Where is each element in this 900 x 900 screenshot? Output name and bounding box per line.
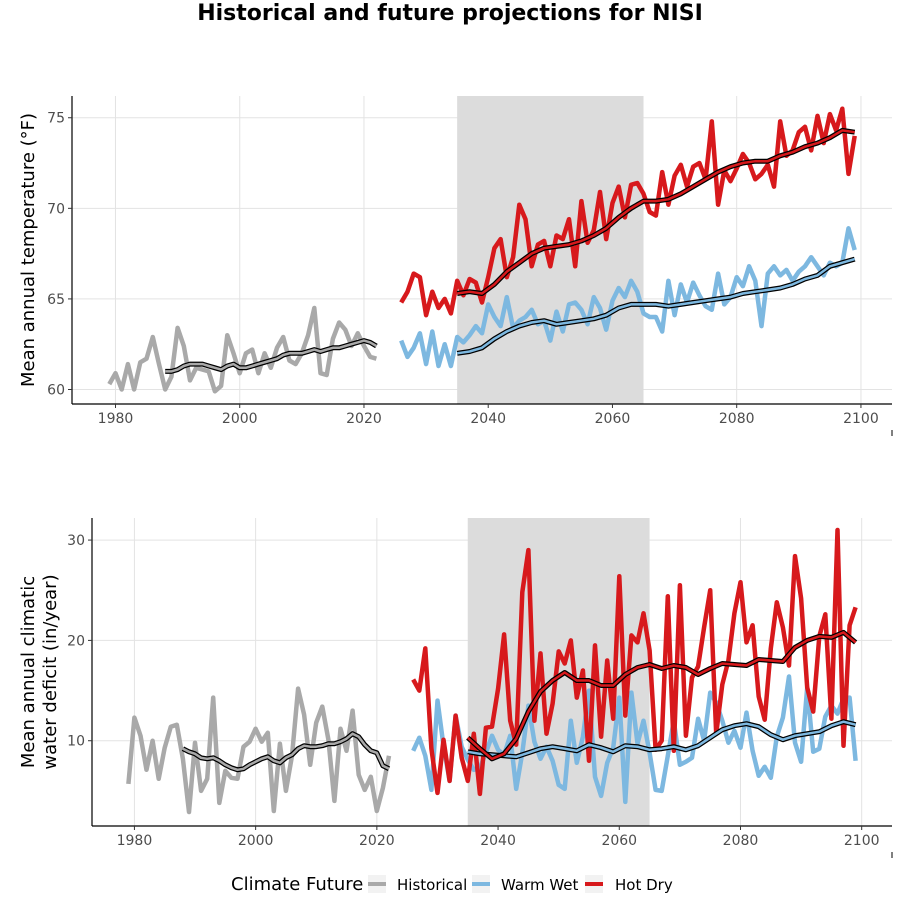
- y-tick-label: 75: [47, 111, 65, 127]
- legend-label-historical: Historical: [397, 876, 467, 894]
- legend-label-warm-wet: Warm Wet: [501, 876, 579, 894]
- legend-item-warm-wet: Warm Wet: [472, 875, 579, 894]
- x-tick-label: 2000: [222, 411, 258, 427]
- series-warm-wet: [411, 674, 858, 805]
- y-tick-label: 10: [67, 734, 85, 750]
- legend-item-historical: Historical: [368, 875, 467, 894]
- x-tick-label: 1980: [117, 833, 153, 849]
- series-hist_smooth: [165, 339, 378, 373]
- x-tick-label: 2000: [238, 833, 274, 849]
- y-tick-label: 70: [47, 201, 65, 217]
- series-hot-dry: [411, 527, 858, 797]
- water-deficit-panel: 1980 2000 2020 2040 2060 2080 2100 10 20 30 Mean a…: [18, 518, 893, 858]
- x-tick-label: 1980: [98, 411, 134, 427]
- legend-label-hot-dry: Hot Dry: [615, 876, 673, 894]
- x-tick-label: 2100: [844, 833, 880, 849]
- legend-title: Climate Future: [231, 874, 363, 895]
- series-ww_smooth: [457, 257, 856, 355]
- page-title: Historical and future projections for NI…: [197, 1, 703, 26]
- series-historical: [107, 305, 378, 394]
- series-hd_smooth: [457, 129, 855, 295]
- temperature-panel: 1980 2000 2020 2040 2060 2080 2100 60 65 70 75 Mean…: [18, 96, 893, 436]
- shaded-period: [457, 96, 644, 404]
- x-tick-label: 2100: [843, 411, 879, 427]
- series-warm-wet: [399, 226, 857, 369]
- x-tick-label: 2060: [601, 833, 637, 849]
- series-historical: [126, 686, 392, 815]
- series-hist_smooth: [182, 732, 390, 772]
- y-axis-label: Mean annual climaticwater deficit (in/ye…: [18, 574, 61, 769]
- x-tick-label: 2020: [359, 833, 395, 849]
- x-tick-label: 2080: [723, 833, 759, 849]
- series-hd_smooth: [466, 631, 857, 761]
- y-tick-label: 60: [47, 383, 65, 399]
- x-tick-label: 2080: [719, 411, 755, 427]
- y-tick-label: 65: [47, 292, 65, 308]
- y-tick-label: 30: [67, 533, 85, 549]
- x-tick-label: 2040: [480, 833, 516, 849]
- legend-item-hot-dry: Hot Dry: [585, 875, 673, 894]
- legend: Climate Future Historical Warm Wet Hot D…: [231, 874, 673, 895]
- x-tick-label: 2060: [595, 411, 631, 427]
- x-tick-label: 2040: [470, 411, 506, 427]
- y-tick-label: 20: [67, 633, 85, 649]
- series-hot-dry: [399, 106, 857, 318]
- series-ww_smooth: [467, 720, 856, 759]
- y-axis-label: Mean annual temperature (°F): [18, 113, 39, 387]
- x-tick-label: 2020: [346, 411, 382, 427]
